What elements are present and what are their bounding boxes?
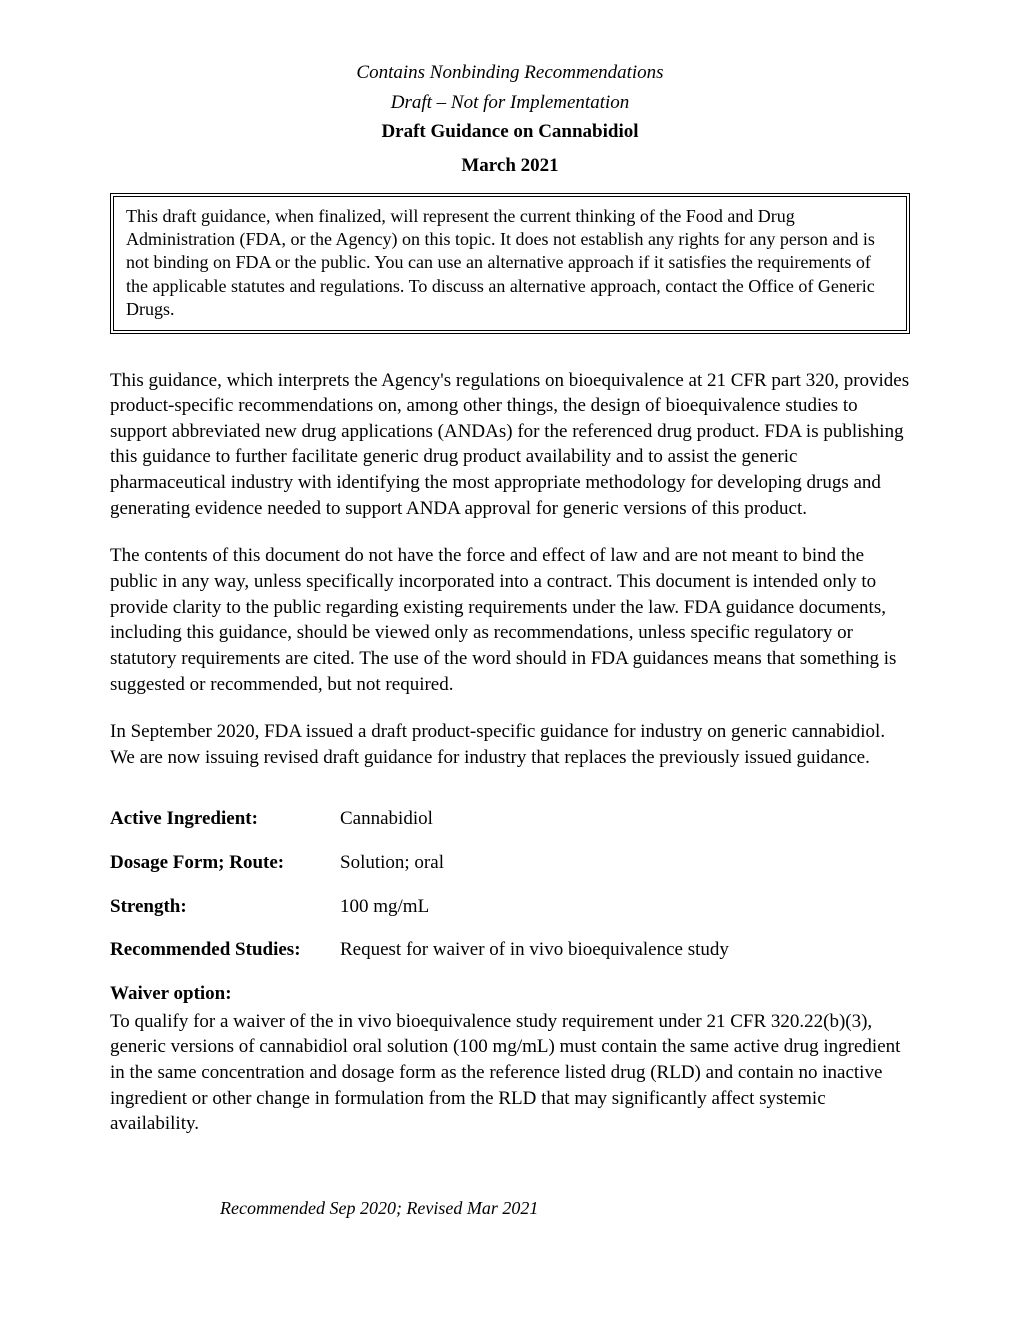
label-dosage-form: Dosage Form; Route:: [110, 850, 340, 876]
field-recommended-studies: Recommended Studies: Request for waiver …: [110, 937, 910, 963]
value-dosage-form: Solution; oral: [340, 850, 910, 876]
disclaimer-box: This draft guidance, when finalized, wil…: [110, 193, 910, 334]
document-title: Draft Guidance on Cannabidiol: [110, 119, 910, 145]
footer-revision-date: Recommended Sep 2020; Revised Mar 2021: [220, 1196, 538, 1220]
label-active-ingredient: Active Ingredient:: [110, 806, 340, 832]
label-recommended-studies: Recommended Studies:: [110, 937, 340, 963]
value-strength: 100 mg/mL: [340, 894, 910, 920]
page-content: Contains Nonbinding Recommendations Draf…: [110, 60, 910, 1270]
body-paragraph-2: The contents of this document do not hav…: [110, 543, 910, 697]
body-paragraph-3: In September 2020, FDA issued a draft pr…: [110, 719, 910, 770]
header-nonbinding: Contains Nonbinding Recommendations: [110, 60, 910, 86]
document-date: March 2021: [110, 153, 910, 179]
value-recommended-studies: Request for waiver of in vivo bioequival…: [340, 937, 910, 963]
label-strength: Strength:: [110, 894, 340, 920]
waiver-heading: Waiver option:: [110, 981, 910, 1007]
spacer: [110, 792, 910, 806]
disclaimer-text: This draft guidance, when finalized, wil…: [126, 206, 875, 320]
header-draft-status: Draft – Not for Implementation: [110, 90, 910, 116]
field-active-ingredient: Active Ingredient: Cannabidiol: [110, 806, 910, 832]
field-strength: Strength: 100 mg/mL: [110, 894, 910, 920]
field-dosage-form: Dosage Form; Route: Solution; oral: [110, 850, 910, 876]
body-paragraph-1: This guidance, which interprets the Agen…: [110, 368, 910, 522]
value-active-ingredient: Cannabidiol: [340, 806, 910, 832]
waiver-text: To qualify for a waiver of the in vivo b…: [110, 1009, 910, 1137]
